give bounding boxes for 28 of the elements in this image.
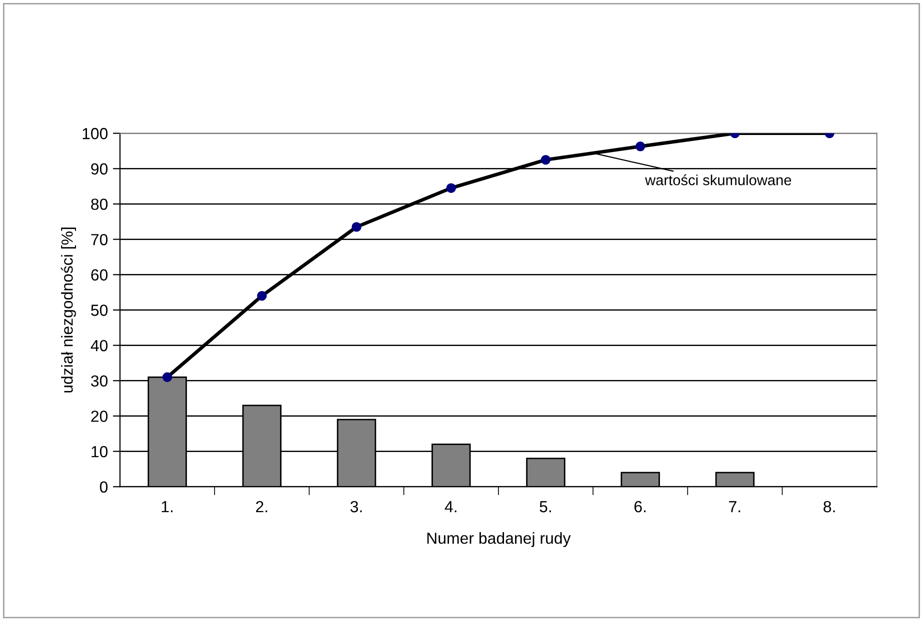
y-tick-label: 70: [91, 234, 108, 246]
y-tick-label: 10: [92, 446, 108, 458]
y-tick-label: 20: [91, 410, 108, 422]
x-tick-label: 8.: [824, 501, 835, 512]
x-axis-title: Numer badanej rudy: [427, 532, 571, 548]
x-tick-label: 6.: [634, 501, 646, 512]
x-tick-label: 7.: [729, 501, 740, 512]
y-tick-label: 60: [91, 269, 108, 281]
y-tick-label: 100: [82, 128, 108, 140]
x-tick-label: 3.: [350, 501, 362, 512]
y-tick-label: 40: [90, 340, 108, 352]
x-tick-label: 1.: [162, 501, 172, 512]
point: [446, 183, 456, 193]
y-tick-label: 50: [91, 304, 108, 316]
point: [162, 372, 172, 382]
point: [540, 154, 551, 165]
point: [352, 222, 362, 232]
x-tick-label: 4.: [444, 501, 456, 512]
x-tick-label: 2.: [256, 501, 268, 512]
point: [257, 291, 267, 301]
series-label: wartości skumulowane: [645, 174, 792, 186]
x-tick-label: 5.: [540, 501, 551, 512]
y-tick-label: 80: [91, 198, 108, 210]
point: [635, 142, 646, 152]
y-axis-title: udział niezgodności [%]: [60, 228, 76, 392]
y-tick-label: 30: [91, 375, 108, 387]
y-tick-label: 90: [91, 163, 108, 175]
y-tick-label: 0: [100, 481, 108, 493]
